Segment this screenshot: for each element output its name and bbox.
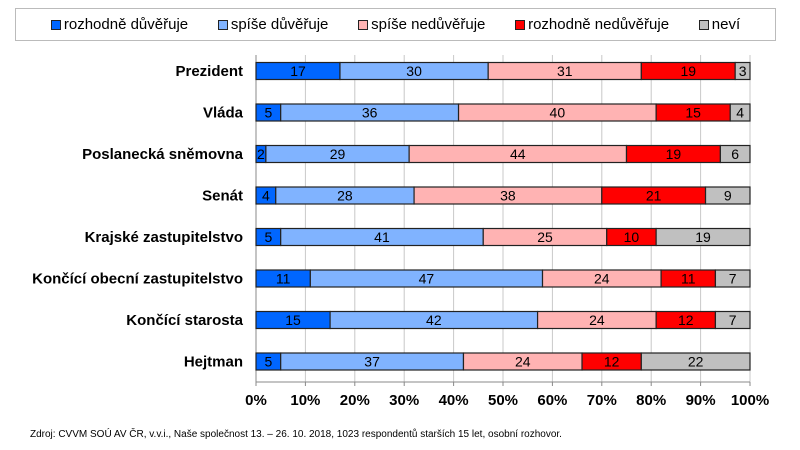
data-label: 5	[264, 105, 272, 121]
data-label: 28	[337, 188, 353, 204]
bar-segment	[655, 227, 751, 247]
bar-segment	[714, 310, 751, 330]
data-label: 24	[589, 312, 605, 328]
data-label: 22	[688, 354, 704, 370]
legend-label: rozhodně důvěřuje	[63, 16, 189, 33]
legend-swatch	[515, 19, 526, 30]
data-label: 10	[624, 229, 640, 245]
x-tick-label: 20%	[340, 392, 370, 409]
x-tick-label: 0%	[245, 392, 267, 409]
legend-swatch	[358, 19, 369, 30]
bar-segment	[640, 352, 751, 371]
x-tick-label: 50%	[488, 392, 518, 409]
x-tick-label: 70%	[587, 392, 617, 409]
data-label: 11	[681, 271, 696, 287]
x-tick-label: 100%	[731, 392, 769, 409]
legend-label: spíše důvěřuje	[230, 16, 329, 33]
legend-label: rozhodně nedůvěřuje	[528, 16, 670, 33]
data-label: 19	[695, 229, 711, 245]
bar-segment	[714, 269, 751, 288]
data-label: 12	[678, 312, 694, 328]
data-label: 7	[729, 271, 737, 287]
data-label: 38	[500, 188, 516, 204]
data-label: 6	[731, 146, 739, 162]
legend-label: neví	[711, 16, 741, 33]
data-label: 37	[364, 354, 380, 370]
category-label: Poslanecká sněmovna	[82, 146, 244, 163]
data-label: 21	[646, 188, 662, 204]
legend-swatch	[698, 19, 709, 30]
legend-item: neví	[698, 16, 741, 33]
category-label: Krajské zastupitelstvo	[85, 229, 243, 246]
category-label: Končící obecní zastupitelstvo	[32, 271, 243, 288]
data-label: 4	[262, 188, 270, 204]
data-label: 19	[666, 146, 682, 162]
data-label: 15	[685, 105, 701, 121]
source-note: Zdroj: CVVM SOÚ AV ČR, v.v.i., Naše spol…	[30, 429, 562, 440]
data-label: 44	[510, 146, 526, 162]
bar-segment	[734, 61, 751, 81]
data-label: 2	[257, 146, 265, 162]
legend-swatch	[217, 19, 228, 30]
data-label: 25	[537, 229, 553, 245]
data-label: 11	[276, 271, 291, 287]
data-label: 15	[285, 312, 301, 328]
category-label: Hejtman	[184, 354, 243, 371]
x-tick-label: 30%	[389, 392, 419, 409]
data-label: 29	[330, 146, 346, 162]
legend-item: spíše nedůvěřuje	[358, 16, 485, 33]
x-tick-label: 80%	[636, 392, 666, 409]
legend-swatch	[50, 19, 61, 30]
data-label: 41	[374, 229, 390, 245]
data-label: 17	[290, 63, 306, 79]
data-label: 12	[604, 354, 620, 370]
data-label: 4	[736, 105, 744, 121]
x-tick-label: 10%	[290, 392, 320, 409]
bar-segment	[729, 103, 751, 122]
bar-segment	[704, 186, 751, 205]
legend-item: spíše důvěřuje	[217, 16, 329, 33]
data-label: 5	[264, 229, 272, 245]
legend-item: rozhodně nedůvěřuje	[515, 16, 669, 33]
x-tick-label: 90%	[686, 392, 716, 409]
data-label: 36	[362, 105, 378, 121]
data-label: 30	[406, 63, 422, 79]
category-label: Senát	[202, 188, 243, 205]
legend-item: rozhodně důvěřuje	[50, 16, 189, 33]
data-label: 31	[557, 63, 573, 79]
data-label: 40	[550, 105, 566, 121]
data-label: 19	[680, 63, 696, 79]
legend-label: spíše nedůvěřuje	[371, 16, 486, 33]
data-label: 24	[515, 354, 531, 370]
category-label: Prezident	[175, 63, 243, 80]
data-label: 3	[739, 63, 747, 79]
x-tick-label: 60%	[537, 392, 567, 409]
data-label: 9	[724, 188, 732, 204]
data-label: 47	[419, 271, 435, 287]
category-label: Vláda	[203, 105, 244, 122]
x-tick-label: 40%	[439, 392, 469, 409]
data-label: 7	[729, 312, 737, 328]
data-label: 42	[426, 312, 442, 328]
data-label: 24	[594, 271, 610, 287]
category-label: Končící starosta	[126, 312, 243, 329]
bar-segment	[719, 144, 751, 164]
legend: rozhodně důvěřuje spíše důvěřuje spíše ned…	[15, 8, 776, 41]
data-label: 5	[264, 354, 272, 370]
